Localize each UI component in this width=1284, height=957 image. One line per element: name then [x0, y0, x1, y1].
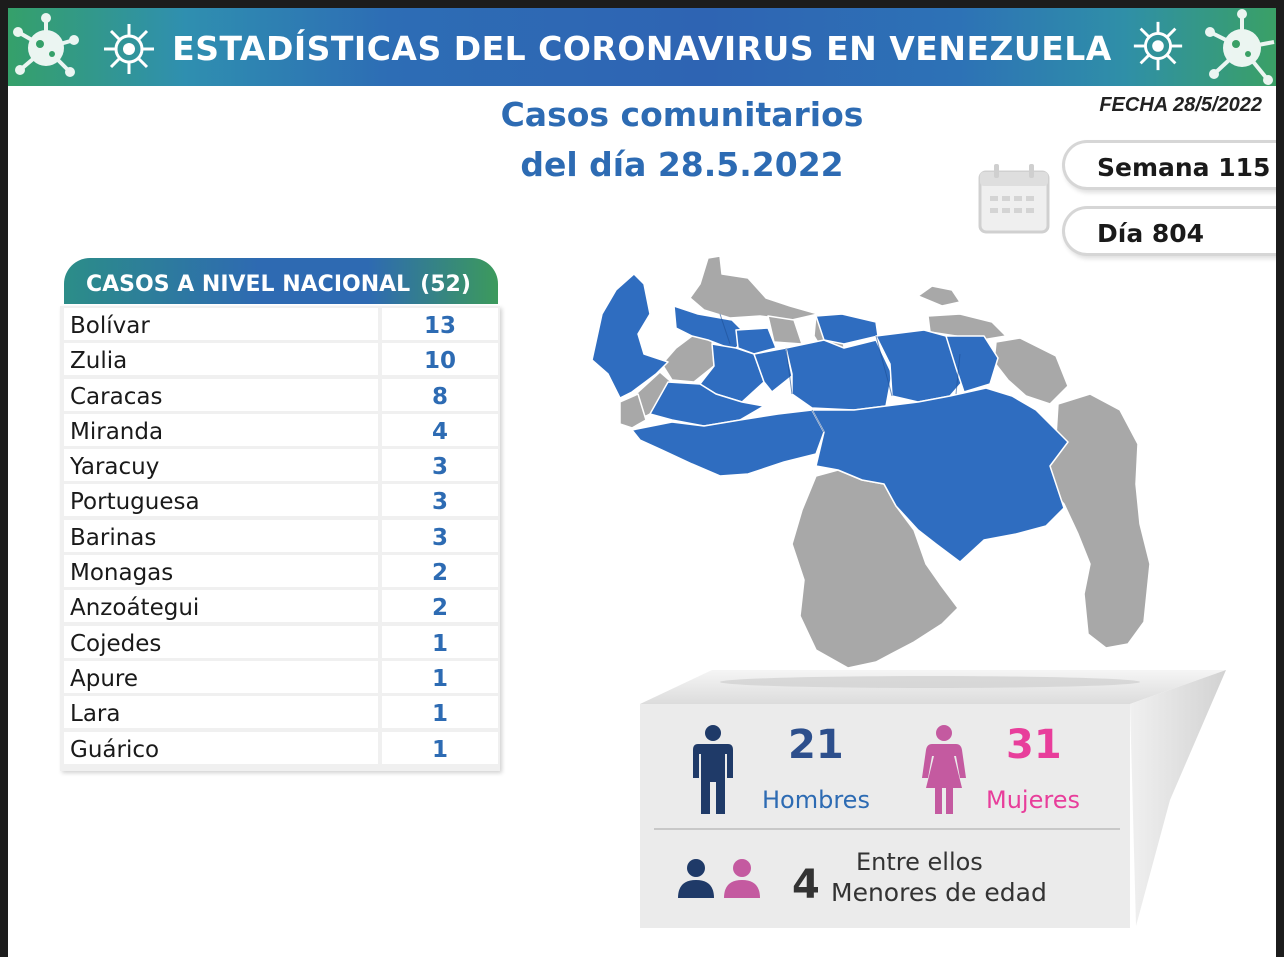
state-cases: 4: [382, 413, 498, 446]
minors-prefix: Entre ellos: [856, 848, 983, 876]
subtitle-line-1: Casos comunitarios: [500, 95, 864, 134]
virus-icon: [1205, 9, 1275, 85]
table-row: Portuguesa 3: [64, 484, 498, 517]
table-row: Guárico 1: [64, 731, 498, 764]
subtitle-line-2: del día 28.5.2022: [520, 145, 844, 184]
minors-label: Menores de edad: [831, 878, 1047, 907]
state-cases: 3: [382, 449, 498, 482]
venezuela-map: [591, 255, 1151, 669]
state-cases: 2: [382, 590, 498, 623]
map-region-delta-amacuro: [993, 337, 1069, 405]
table-row: Apure 1: [64, 660, 498, 693]
state-name: Barinas: [64, 519, 378, 552]
virus-icon: [104, 24, 154, 74]
virus-icon: [1133, 21, 1183, 71]
day-badge: Día 804: [1062, 206, 1276, 256]
map-region-yaracuy: [735, 327, 777, 355]
state-name: Yaracuy: [64, 449, 378, 482]
state-cases: 1: [382, 625, 498, 658]
cases-table: Bolívar 13 Zulia 10 Caracas 8 Miranda 4 Yaracuy 3…: [60, 306, 500, 771]
state-name: Miranda: [64, 413, 378, 446]
week-badge: Semana 115: [1062, 140, 1276, 190]
men-count: 21: [788, 722, 844, 768]
table-row: Yaracuy 3: [64, 449, 498, 482]
map-region-tachira: [619, 393, 647, 429]
map-region-miranda: [815, 313, 879, 345]
men-label: Hombres: [762, 786, 870, 814]
state-cases: 1: [382, 696, 498, 729]
national-label: CASOS A NIVEL NACIONAL: [86, 272, 411, 297]
header-banner: ESTADÍSTICAS DEL CORONAVIRUS EN VENEZUEL…: [8, 8, 1276, 86]
map-region-falcon: [689, 255, 819, 321]
state-name: Caracas: [64, 378, 378, 411]
map-region-guarico: [785, 339, 893, 411]
table-row: Monagas 2: [64, 555, 498, 588]
map-region-zulia: [591, 273, 669, 399]
state-cases: 2: [382, 555, 498, 588]
state-cases: 8: [382, 378, 498, 411]
table-row: Lara 1: [64, 696, 498, 729]
state-cases: 10: [382, 343, 498, 376]
map-region-barinas: [649, 381, 765, 427]
state-name: Guárico: [64, 731, 378, 764]
table-row: Bolívar 13: [64, 308, 498, 340]
women-label: Mujeres: [986, 786, 1080, 814]
subtitle: Casos comunitarios del día 28.5.2022: [448, 90, 916, 190]
map-region-monagas: [945, 335, 999, 393]
infographic-card: ESTADÍSTICAS DEL CORONAVIRUS EN VENEZUEL…: [8, 8, 1276, 957]
state-name: Bolívar: [64, 308, 378, 340]
table-row: Caracas 8: [64, 378, 498, 411]
calendar-icon: [978, 164, 1050, 234]
table-row: Barinas 3: [64, 519, 498, 552]
map-region-cojedes: [753, 347, 793, 393]
state-name: Lara: [64, 696, 378, 729]
divider: [654, 828, 1120, 830]
minors-count: 4: [792, 862, 820, 908]
state-name: Monagas: [64, 555, 378, 588]
state-name: Portuguesa: [64, 484, 378, 517]
table-row: Anzoátegui 2: [64, 590, 498, 623]
state-name: Apure: [64, 660, 378, 693]
map-region-nueva-esparta: [917, 285, 961, 307]
gender-stats: 21 Hombres 31 Mujeres Entre ellos 4 Meno…: [632, 698, 1120, 928]
man-icon: [693, 725, 733, 814]
state-name: Zulia: [64, 343, 378, 376]
map-region-apure: [631, 409, 825, 477]
woman-icon: [922, 725, 966, 814]
date-label: FECHA 28/5/2022: [1099, 94, 1262, 116]
state-cases: 3: [382, 484, 498, 517]
state-cases: 3: [382, 519, 498, 552]
map-region-bolivar: [811, 387, 1069, 563]
national-total: (52): [420, 272, 471, 297]
state-cases: 1: [382, 731, 498, 764]
table-row: Zulia 10: [64, 343, 498, 376]
national-table-header: CASOS A NIVEL NACIONAL (52): [64, 258, 498, 304]
stats-pedestal: [640, 670, 1226, 928]
page-title: ESTADÍSTICAS DEL CORONAVIRUS EN VENEZUEL…: [172, 29, 1112, 68]
child-icon: [678, 859, 760, 898]
state-name: Anzoátegui: [64, 590, 378, 623]
virus-icon: [13, 13, 79, 77]
table-row: Cojedes 1: [64, 625, 498, 658]
state-cases: 1: [382, 660, 498, 693]
table-row: Miranda 4: [64, 413, 498, 446]
women-count: 31: [1006, 722, 1062, 768]
state-name: Cojedes: [64, 625, 378, 658]
state-cases: 13: [382, 308, 498, 340]
